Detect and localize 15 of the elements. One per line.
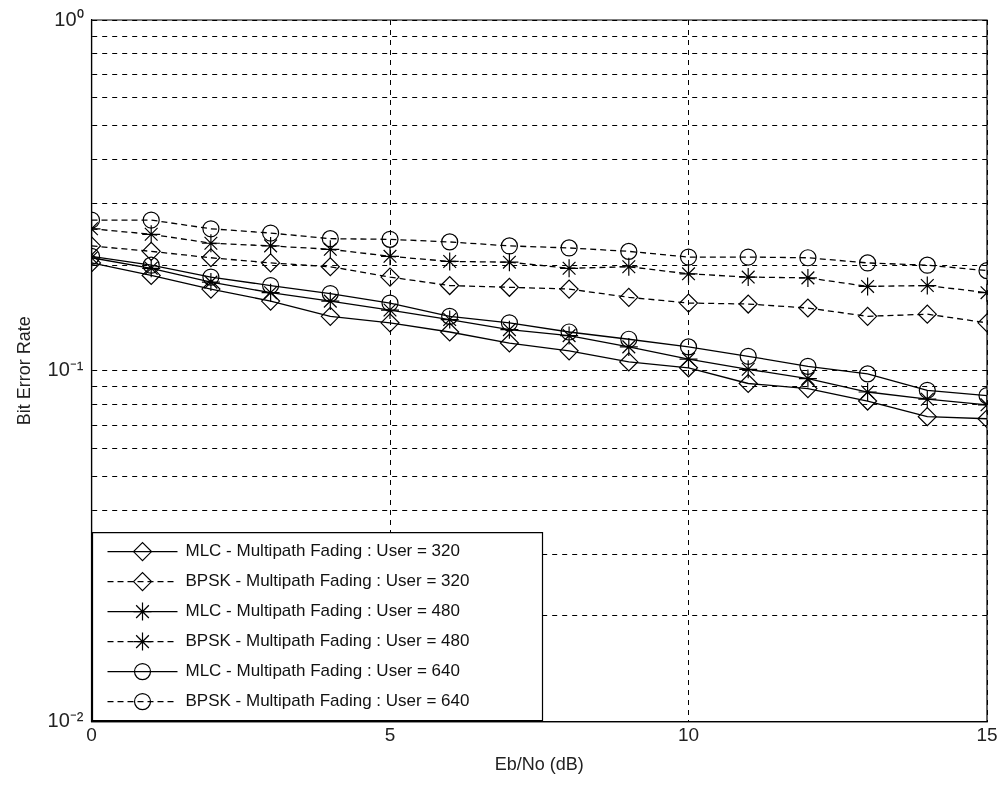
y-tick-label: 10⁰ xyxy=(54,7,84,30)
x-tick-label: 15 xyxy=(976,724,998,746)
legend-label: MLC - Multipath Fading : User = 640 xyxy=(185,661,460,681)
legend-label: BPSK - Multipath Fading : User = 320 xyxy=(185,571,470,591)
legend-label: BPSK - Multipath Fading : User = 480 xyxy=(185,631,470,651)
legend-label: BPSK - Multipath Fading : User = 640 xyxy=(185,691,470,711)
x-tick-label: 0 xyxy=(86,724,97,746)
x-tick-label: 5 xyxy=(384,724,396,746)
x-tick-label: 10 xyxy=(677,724,700,746)
y-axis-title: Bit Error Rate xyxy=(13,316,34,426)
legend-label: MLC - Multipath Fading : User = 480 xyxy=(185,601,460,621)
y-tick-label: 10⁻² xyxy=(47,709,84,732)
legend-label: MLC - Multipath Fading : User = 320 xyxy=(185,541,460,561)
y-tick-label: 10⁻¹ xyxy=(47,358,84,381)
x-axis-title: Eb/No (dB) xyxy=(494,754,584,775)
